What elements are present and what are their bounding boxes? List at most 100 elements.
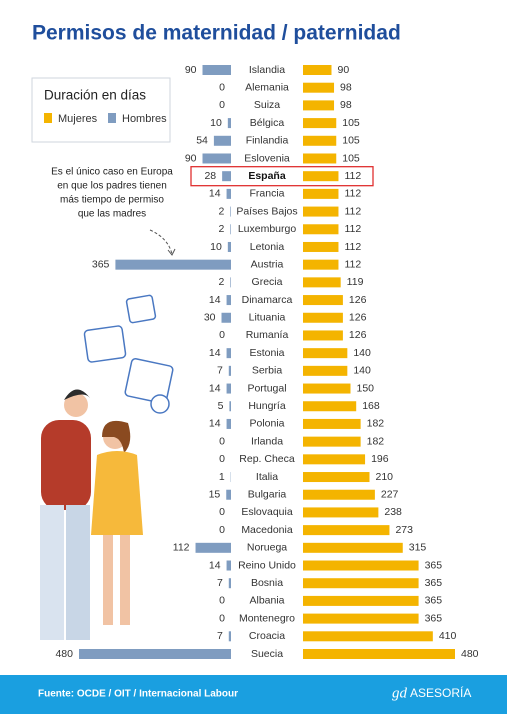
chart-title: Permisos de maternidad / paternidad [32, 22, 401, 45]
bar-mujeres [303, 436, 361, 447]
category-label: Eslovenia [244, 152, 290, 164]
category-label: Polonia [249, 418, 284, 430]
bar-mujeres [303, 277, 341, 288]
bar-mujeres [303, 65, 332, 75]
value-label-hombres: 2 [219, 205, 225, 217]
category-label: Islandia [249, 64, 285, 76]
category-label: Finlandia [246, 135, 289, 147]
highlight-box [190, 166, 374, 187]
category-label: Albania [249, 595, 284, 607]
value-label-mujeres: 98 [340, 99, 352, 111]
value-label-hombres: 10 [210, 117, 222, 129]
bar-mujeres [303, 649, 455, 659]
value-label-mujeres: 140 [353, 347, 371, 359]
bar-hombres [228, 578, 231, 589]
value-label-mujeres: 140 [353, 365, 371, 377]
bar-hombres [226, 295, 231, 306]
bar-hombres [226, 383, 231, 394]
value-label-mujeres: 150 [357, 382, 375, 394]
bar-hombres [229, 401, 231, 412]
category-label: Irlanda [251, 435, 283, 447]
category-label: Suecia [251, 648, 283, 660]
value-label-hombres: 112 [173, 542, 190, 554]
bar-mujeres [303, 383, 351, 394]
annotation-arrowhead [167, 248, 176, 256]
value-label-hombres: 14 [209, 294, 221, 306]
bar-mujeres [303, 560, 419, 571]
brand-name: ASESORÍA [410, 685, 471, 700]
bar-hombres [226, 418, 231, 429]
category-label: Italia [256, 471, 278, 483]
category-label: Rep. Checa [239, 453, 295, 465]
source: Fuente: OCDE / OIT / Internacional Labou… [38, 689, 238, 700]
bar-hombres [195, 542, 231, 553]
category-label: Portugal [247, 382, 286, 394]
value-label-mujeres: 112 [344, 188, 361, 200]
bar-mujeres [303, 631, 433, 642]
legend-box [31, 77, 171, 143]
value-label-hombres: 0 [219, 99, 225, 111]
bar-mujeres [303, 224, 339, 235]
category-label: Letonia [250, 241, 285, 253]
bar-mujeres [303, 153, 337, 164]
bar-mujeres [303, 348, 348, 359]
value-label-hombres: 30 [204, 312, 216, 324]
bar-mujeres [303, 595, 419, 606]
value-label-hombres: 0 [219, 453, 225, 465]
annotation: Es el único caso en Europa [51, 167, 173, 178]
bar-hombres [226, 489, 231, 500]
category-label: Macedonia [241, 524, 293, 536]
value-label-mujeres: 196 [371, 453, 389, 465]
annotation: que las madres [78, 209, 146, 220]
value-label-mujeres: 90 [338, 64, 350, 76]
bar-mujeres [303, 241, 339, 252]
bar-hombres [228, 365, 231, 376]
bar-hombres [230, 206, 231, 217]
bar-mujeres [303, 330, 343, 341]
bar-mujeres [303, 100, 335, 111]
footer-band [0, 675, 507, 714]
annotation-arrow [149, 229, 173, 255]
value-label-mujeres: 98 [340, 81, 352, 93]
bar-mujeres [303, 365, 348, 376]
bar-mujeres [303, 295, 343, 306]
brand-logo: gd [392, 685, 408, 701]
value-label-hombres: 2 [219, 276, 225, 288]
value-label-mujeres: 365 [425, 559, 443, 571]
illustration [40, 294, 174, 640]
category-label: Alemania [245, 81, 289, 93]
bar-mujeres [303, 401, 357, 412]
value-label-mujeres: 126 [349, 294, 367, 306]
bar-hombres [221, 312, 231, 323]
value-label-mujeres: 105 [342, 117, 360, 129]
value-label-mujeres: 105 [342, 152, 360, 164]
bar-hombres [227, 118, 231, 129]
bar-mujeres [303, 135, 337, 146]
value-label-hombres: 0 [219, 612, 225, 624]
legend-swatch [44, 113, 52, 123]
bar-mujeres [303, 507, 379, 518]
value-label-mujeres: 182 [367, 435, 385, 447]
category-label: Eslovaquia [241, 506, 293, 518]
value-label-mujeres: 112 [344, 170, 361, 182]
category-label: Croacia [249, 630, 285, 642]
bar-hombres [226, 348, 231, 359]
value-label-hombres: 90 [185, 64, 197, 76]
value-label-hombres: 14 [209, 559, 221, 571]
category-label: Montenegro [239, 612, 295, 624]
category-label: Bosnia [251, 577, 283, 589]
value-label-mujeres: 182 [367, 418, 385, 430]
value-label-mujeres: 112 [344, 241, 361, 253]
value-label-mujeres: 112 [344, 205, 361, 217]
category-label: Bélgica [250, 117, 285, 129]
bar-mujeres [303, 472, 370, 483]
bar-mujeres [303, 454, 366, 465]
value-label-hombres: 2 [219, 223, 225, 235]
value-label-mujeres: 273 [395, 524, 413, 536]
value-label-mujeres: 112 [344, 223, 361, 235]
value-label-hombres: 7 [217, 365, 223, 377]
bar-mujeres [303, 489, 375, 500]
category-label: Países Bajos [236, 205, 297, 217]
bar-mujeres [303, 118, 337, 129]
